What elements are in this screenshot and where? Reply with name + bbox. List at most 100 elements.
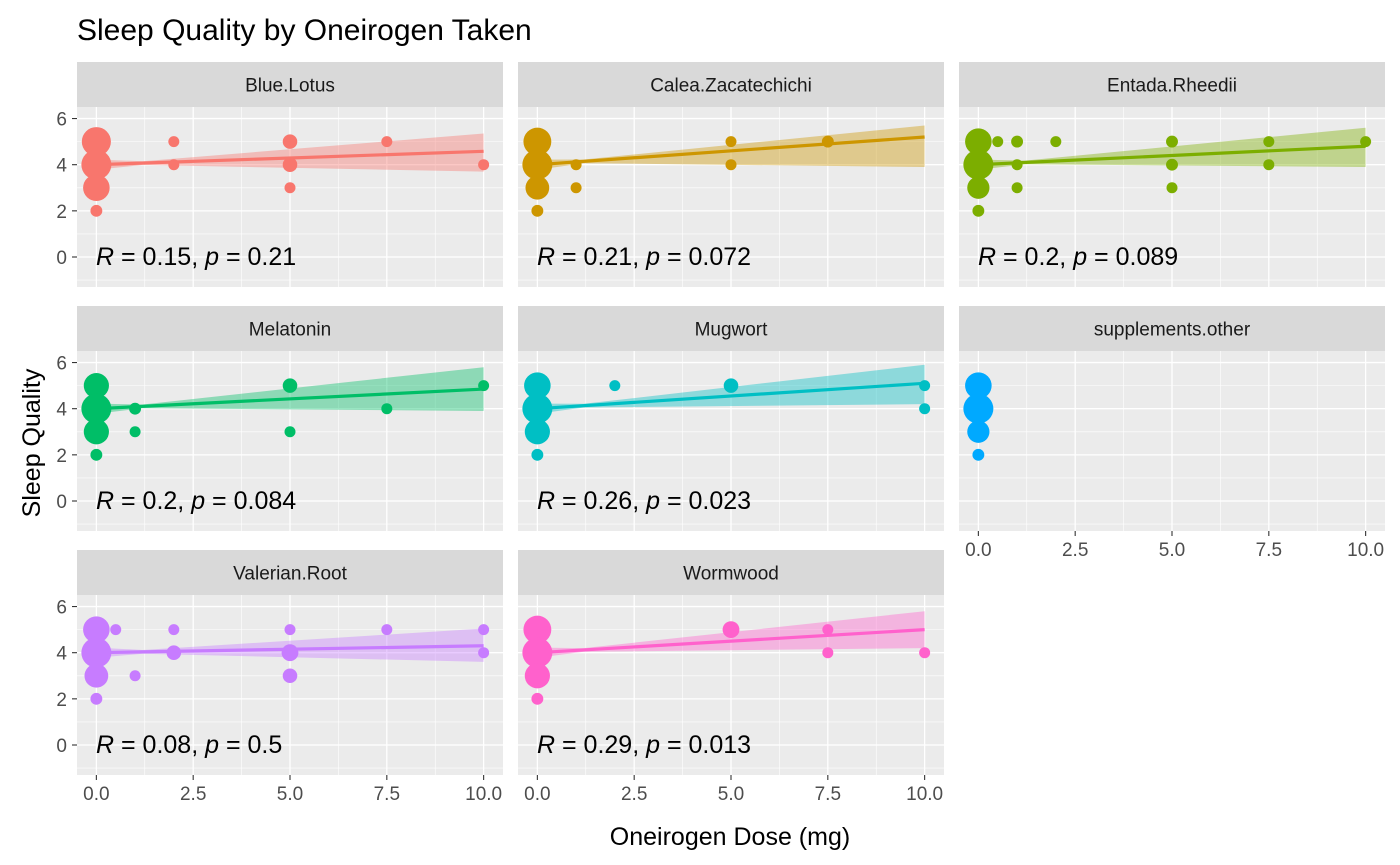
regression-line xyxy=(537,135,925,167)
data-point xyxy=(919,647,931,659)
data-point xyxy=(522,149,553,180)
facet-strip xyxy=(77,306,503,351)
data-point xyxy=(963,393,994,424)
data-point xyxy=(822,624,834,636)
data-point xyxy=(282,668,298,684)
data-point xyxy=(129,402,142,415)
facet-strip xyxy=(959,306,1385,351)
data-point xyxy=(522,637,553,668)
data-point xyxy=(919,380,931,392)
data-point xyxy=(1166,182,1178,194)
x-tick-label: 0.0 xyxy=(83,784,109,805)
facet-panel-wormwood: Wormwood 0.0 2.5 5.0 7.5 10.0 R = 0.29, p = 0.… xyxy=(518,550,944,805)
data-point xyxy=(381,624,393,636)
data-point xyxy=(967,176,990,199)
data-point xyxy=(1360,136,1372,148)
facet-panel-mugwort: Mugwort R = 0.26, p = 0.023 xyxy=(518,306,944,531)
data-point xyxy=(821,135,834,148)
data-point xyxy=(524,419,550,445)
data-point xyxy=(478,159,490,171)
data-point xyxy=(525,175,550,200)
data-point xyxy=(570,159,582,171)
data-point xyxy=(965,372,992,399)
x-tick-label: 0.0 xyxy=(524,784,550,805)
data-point xyxy=(478,647,490,659)
chart-title: Sleep Quality by Oneirogen Taken xyxy=(77,14,532,47)
data-point xyxy=(282,157,298,172)
data-point xyxy=(1166,158,1178,171)
data-point xyxy=(284,426,296,438)
data-point xyxy=(81,393,112,424)
data-point xyxy=(168,136,180,148)
data-point xyxy=(282,378,298,393)
x-tick-label: 2.5 xyxy=(180,784,206,805)
data-point xyxy=(524,663,550,689)
facet-panel-entada-rheedii: Entada.Rheedii R = 0.2, p = 0.089 xyxy=(959,62,1385,287)
data-point xyxy=(1050,136,1062,148)
data-point xyxy=(1011,159,1023,171)
data-point xyxy=(129,670,141,682)
x-tick-label: 5.0 xyxy=(277,784,303,805)
y-tick-label: 0 xyxy=(56,736,67,757)
facet-panel-blue-lotus: Blue.Lotus 0 2 4 6 R = 0.15, p = 0.21 xyxy=(56,62,503,287)
data-point xyxy=(1166,135,1178,148)
data-point xyxy=(110,624,122,636)
data-point xyxy=(1011,182,1023,194)
data-point xyxy=(83,373,109,399)
data-point xyxy=(1263,159,1275,171)
facet-strip-label: Mugwort xyxy=(695,320,769,341)
facet-panel-melatonin: Melatonin 0 2 4 6 R = 0.2, p = 0.084 xyxy=(56,306,503,531)
stat-annotation: R = 0.21, p = 0.072 xyxy=(537,243,751,271)
data-point xyxy=(972,204,985,217)
facet-panel-calea-zacatechichi: Calea.Zacatechichi R = 0.21, p = 0.072 xyxy=(518,62,944,287)
y-tick-label: 4 xyxy=(56,156,67,177)
data-point xyxy=(1263,136,1275,148)
x-tick-label: 10.0 xyxy=(906,784,943,805)
facet-panel-supplements-other: supplements.other 0.0 2.5 5.0 7.5 10.0 xyxy=(959,306,1385,561)
data-point xyxy=(992,136,1004,148)
facet-strip-label: Calea.Zacatechichi xyxy=(650,76,812,97)
data-point xyxy=(722,621,740,639)
y-tick-label: 0 xyxy=(56,248,67,269)
x-tick-label: 0.0 xyxy=(965,540,991,561)
data-point xyxy=(522,393,553,424)
x-tick-label: 5.0 xyxy=(1159,540,1185,561)
data-point xyxy=(168,159,180,171)
facet-strip-label: Entada.Rheedii xyxy=(1107,76,1237,97)
facet-strip-label: Melatonin xyxy=(249,320,331,341)
data-point xyxy=(84,663,109,688)
regression-line xyxy=(537,628,925,655)
data-point xyxy=(725,159,737,171)
stat-annotation: R = 0.2, p = 0.084 xyxy=(96,487,296,515)
data-point xyxy=(381,403,393,415)
facet-strip-label: Blue.Lotus xyxy=(245,76,335,97)
data-point xyxy=(524,372,551,399)
y-axis-title: Sleep Quality xyxy=(18,368,46,517)
data-point xyxy=(90,692,103,705)
facet-strip xyxy=(518,62,944,107)
facet-strip-label: Wormwood xyxy=(683,564,779,585)
x-tick-label: 10.0 xyxy=(1347,540,1384,561)
facet-strip xyxy=(77,550,503,595)
x-tick-label: 2.5 xyxy=(1062,540,1088,561)
facet-strip xyxy=(518,306,944,351)
data-point xyxy=(90,204,103,217)
data-point xyxy=(81,127,111,157)
facet-strip xyxy=(518,550,944,595)
data-point xyxy=(166,645,182,660)
facet-strip-label: supplements.other xyxy=(1094,320,1251,341)
x-tick-label: 10.0 xyxy=(465,784,502,805)
stat-annotation: R = 0.2, p = 0.089 xyxy=(978,243,1178,271)
y-tick-label: 4 xyxy=(56,400,67,421)
data-point xyxy=(919,403,931,415)
data-point xyxy=(531,692,544,705)
data-point xyxy=(822,647,834,659)
data-point xyxy=(972,448,985,461)
y-tick-label: 6 xyxy=(56,354,67,375)
data-point xyxy=(531,204,544,217)
facet-panels: Blue.Lotus 0 2 4 6 R = 0.15, p = 0.21 Calea.Za… xyxy=(56,62,1385,805)
facet-strip xyxy=(77,62,503,107)
data-point xyxy=(168,624,180,636)
x-tick-label: 5.0 xyxy=(718,784,744,805)
